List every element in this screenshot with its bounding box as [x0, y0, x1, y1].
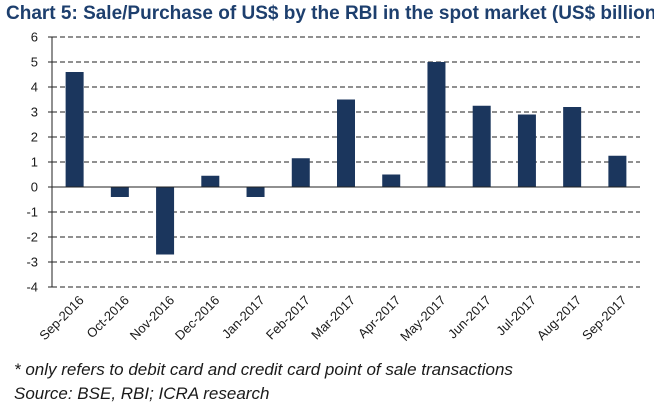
y-tick-label: 2: [31, 130, 38, 145]
bar-jun-2017: [472, 105, 491, 187]
y-tick-label: -1: [26, 205, 38, 220]
x-tick-label: Dec-2016: [172, 293, 222, 343]
y-tick-label: 0: [31, 180, 38, 195]
chart-title: Chart 5: Sale/Purchase of US$ by the RBI…: [6, 3, 654, 24]
x-tick-label: Mar-2017: [308, 293, 358, 343]
x-tick-label: May-2017: [397, 293, 448, 344]
x-tick-label: Sep-2016: [36, 293, 86, 343]
x-tick-label: Nov-2016: [127, 293, 177, 343]
x-tick-label: Sep-2017: [579, 293, 629, 343]
bar-jan-2017: [246, 187, 265, 197]
bar-sep-2016: [65, 72, 84, 187]
bar-apr-2017: [382, 174, 401, 187]
source-note: Source: BSE, RBI; ICRA research: [14, 384, 270, 403]
y-tick-label: 6: [31, 30, 38, 45]
axes: [51, 37, 640, 287]
y-tick-label: -4: [26, 280, 38, 295]
y-tick-label: -2: [26, 230, 38, 245]
y-tick-label: 5: [31, 55, 38, 70]
y-tick-label: 3: [31, 105, 38, 120]
y-tick-label: -3: [26, 255, 38, 270]
x-tick-label: Feb-2017: [263, 293, 313, 343]
x-tick-label: Jul-2017: [493, 293, 539, 339]
bar-dec-2016: [201, 175, 220, 187]
y-tick-label: 4: [31, 80, 38, 95]
bar-oct-2016: [110, 187, 129, 197]
y-tick-label: 1: [31, 155, 38, 170]
bar-feb-2017: [291, 158, 310, 187]
bar-chart: 6 5 4 3 2 1 0 -1 -2 -3 -4 Sep-2016Oct-2016Nov-2016…: [26, 30, 640, 344]
bar-mar-2017: [337, 99, 355, 187]
x-axis-ticks: Sep-2016Oct-2016Nov-2016Dec-2016Jan-2017…: [36, 293, 629, 344]
x-tick-label: Jun-2017: [445, 293, 494, 342]
bars: [65, 62, 627, 255]
bar-nov-2016: [156, 187, 175, 255]
x-tick-label: Oct-2016: [84, 293, 132, 341]
bar-sep-2017: [608, 155, 627, 187]
bar-jul-2017: [517, 114, 536, 187]
bar-aug-2017: [563, 107, 582, 187]
footnote: * only refers to debit card and credit c…: [14, 360, 513, 379]
x-tick-label: Aug-2017: [534, 293, 584, 343]
y-axis-ticks: 6 5 4 3 2 1 0 -1 -2 -3 -4: [26, 30, 52, 295]
bar-may-2017: [427, 62, 446, 187]
x-tick-label: Jan-2017: [219, 293, 268, 342]
